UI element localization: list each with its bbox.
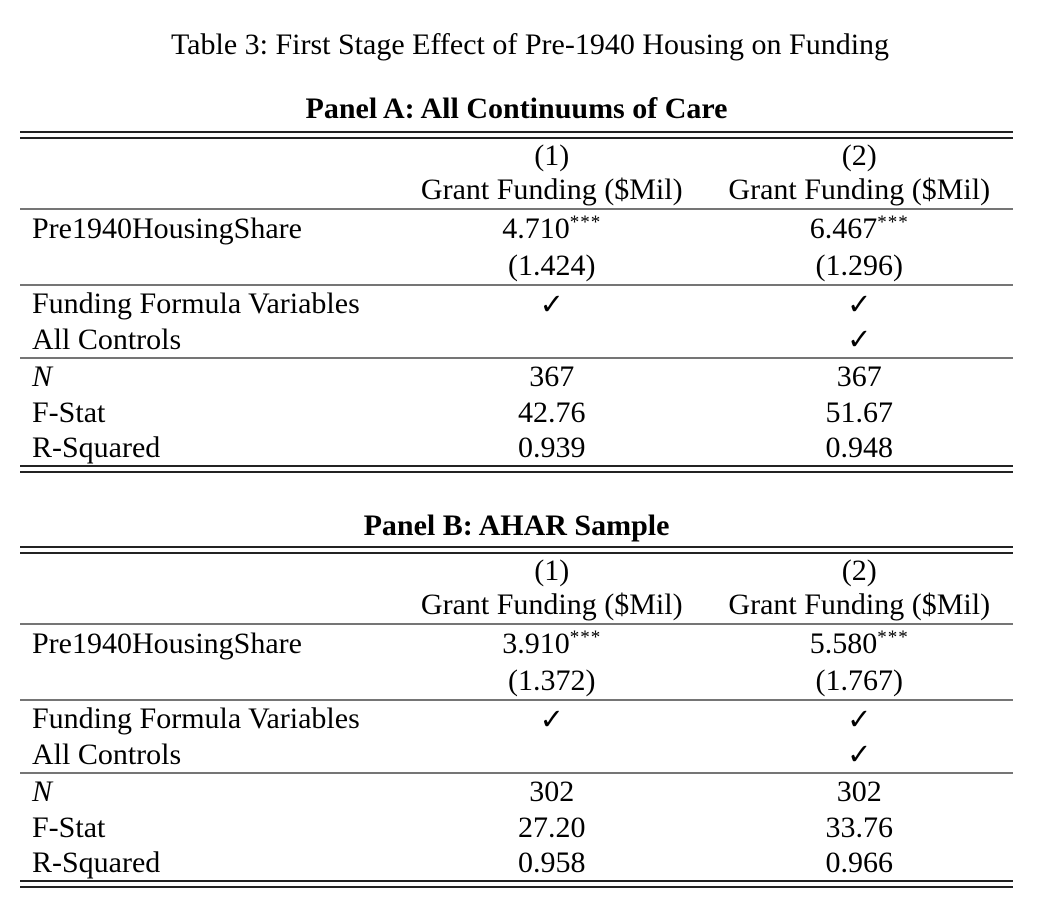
- coefficient-value-2: 6.467***: [706, 212, 1014, 246]
- control-row: All Controls ✓: [20, 737, 1013, 772]
- table-caption: Table 3: First Stage Effect of Pre-1940 …: [170, 28, 890, 61]
- dependent-variable-row: Grant Funding ($Mil) Grant Funding ($Mil…: [20, 587, 1013, 623]
- bottom-double-rule: [20, 465, 1013, 473]
- section-rule: [20, 284, 1013, 286]
- stat-value: 33.76: [825, 810, 894, 844]
- stat-label-rsquared: R-Squared: [32, 845, 161, 879]
- standard-error-row: (1.424) (1.296): [20, 247, 1013, 284]
- stat-value: 0.966: [825, 845, 894, 879]
- stat-value: 51.67: [825, 395, 894, 429]
- panel-b-title: Panel B: AHAR Sample: [363, 509, 670, 542]
- top-double-rule: [20, 546, 1013, 554]
- column-number-row: (1) (2): [20, 139, 1013, 172]
- bottom-double-rule: [20, 880, 1013, 888]
- stat-label-n: N: [32, 775, 53, 808]
- checkmark: ✓: [847, 288, 872, 321]
- stat-row: F-Stat 27.20 33.76: [20, 810, 1013, 845]
- section-rule: [20, 699, 1013, 701]
- panel-a: Panel A: All Continuums of Care (1) (2) …: [0, 91, 1060, 473]
- panel-b: Panel B: AHAR Sample (1) (2) Grant Fundi…: [0, 508, 1060, 888]
- column-number-1: (1): [534, 138, 570, 172]
- control-label: All Controls: [32, 737, 182, 771]
- coefficient-label: Pre1940HousingShare: [32, 626, 302, 660]
- coefficient-label: Pre1940HousingShare: [32, 211, 302, 245]
- significance-stars: ***: [877, 211, 909, 233]
- dependent-variable-header-1: Grant Funding ($Mil): [420, 588, 683, 621]
- checkmark: ✓: [539, 703, 564, 736]
- coefficient-row: Pre1940HousingShare 4.710*** 6.467***: [20, 210, 1013, 247]
- significance-stars: ***: [569, 626, 602, 648]
- checkmark: ✓: [847, 739, 872, 771]
- dependent-variable-row: Grant Funding ($Mil) Grant Funding ($Mil…: [20, 172, 1013, 208]
- estimate: 6.467: [809, 211, 878, 245]
- checkmark: ✓: [847, 324, 872, 356]
- control-label: All Controls: [32, 322, 182, 356]
- estimate: 5.580: [809, 626, 878, 660]
- panel-a-title: Panel A: All Continuums of Care: [305, 92, 728, 125]
- section-rule: [20, 357, 1013, 359]
- top-double-rule: [20, 131, 1013, 139]
- panel-a-table: (1) (2) Grant Funding ($Mil) Grant Fundi…: [20, 131, 1013, 473]
- stat-value: 302: [836, 775, 882, 808]
- section-rule: [20, 772, 1013, 774]
- dependent-variable-header-2: Grant Funding ($Mil): [728, 173, 991, 206]
- control-label: Funding Formula Variables: [32, 287, 360, 320]
- standard-error-row: (1.372) (1.767): [20, 662, 1013, 699]
- standard-error-2: (1.767): [815, 663, 903, 697]
- control-row: Funding Formula Variables ✓ ✓: [20, 701, 1013, 737]
- column-number-1: (1): [534, 553, 570, 587]
- stat-row: N 302 302: [20, 774, 1013, 810]
- stat-row: N 367 367: [20, 359, 1013, 395]
- standard-error-2: (1.296): [815, 248, 903, 282]
- stat-label-fstat: F-Stat: [32, 395, 106, 429]
- panel-b-table: (1) (2) Grant Funding ($Mil) Grant Fundi…: [20, 546, 1013, 888]
- column-number-2: (2): [841, 553, 877, 587]
- stat-row: R-Squared 0.939 0.948: [20, 430, 1013, 465]
- stat-label-fstat: F-Stat: [32, 810, 106, 844]
- coefficient-value-1: 4.710***: [398, 212, 706, 246]
- stat-row: R-Squared 0.958 0.966: [20, 845, 1013, 880]
- dependent-variable-header-2: Grant Funding ($Mil): [728, 588, 991, 621]
- stat-value: 42.76: [518, 395, 586, 429]
- stat-row: F-Stat 42.76 51.67: [20, 395, 1013, 430]
- control-row: All Controls ✓: [20, 322, 1013, 357]
- stat-value: 302: [529, 775, 575, 808]
- standard-error-1: (1.424): [508, 248, 596, 282]
- estimate: 3.910: [502, 626, 570, 660]
- stat-label-n: N: [32, 360, 53, 393]
- checkmark: ✓: [847, 703, 872, 736]
- stat-label-rsquared: R-Squared: [32, 430, 161, 464]
- checkmark: ✓: [539, 288, 564, 321]
- estimate: 4.710: [502, 211, 570, 245]
- header-rule: [20, 208, 1013, 210]
- stat-value: 367: [529, 360, 575, 393]
- stat-value: 27.20: [518, 810, 586, 844]
- stat-value: 0.958: [518, 845, 586, 879]
- standard-error-1: (1.372): [508, 663, 596, 697]
- stat-value: 0.948: [825, 430, 894, 464]
- control-label: Funding Formula Variables: [32, 702, 360, 735]
- stat-value: 367: [836, 360, 882, 393]
- header-rule: [20, 623, 1013, 625]
- significance-stars: ***: [877, 626, 909, 648]
- dependent-variable-header-1: Grant Funding ($Mil): [420, 173, 683, 206]
- coefficient-value-1: 3.910***: [398, 627, 706, 661]
- column-number-row: (1) (2): [20, 554, 1013, 587]
- column-number-2: (2): [841, 138, 877, 172]
- control-row: Funding Formula Variables ✓ ✓: [20, 286, 1013, 322]
- coefficient-row: Pre1940HousingShare 3.910*** 5.580***: [20, 625, 1013, 662]
- stat-value: 0.939: [518, 430, 586, 464]
- significance-stars: ***: [569, 211, 602, 233]
- coefficient-value-2: 5.580***: [706, 627, 1014, 661]
